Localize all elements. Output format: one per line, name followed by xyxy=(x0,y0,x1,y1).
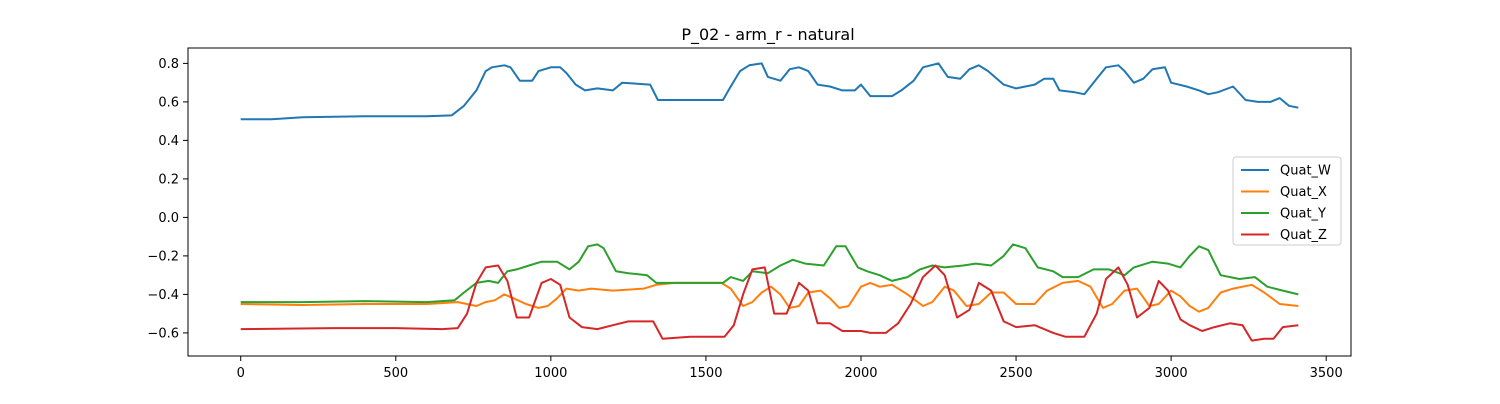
y-tick-label: −0.6 xyxy=(147,326,179,341)
axes-frame xyxy=(187,47,1352,357)
y-tick-label: 0.6 xyxy=(158,95,179,110)
y-tick-label: 0.4 xyxy=(158,134,179,149)
chart-title: P_02 - arm_r - natural xyxy=(681,25,854,45)
legend-label: Quat_Y xyxy=(1280,207,1326,222)
y-tick-label: 0.0 xyxy=(158,211,179,226)
plot-area xyxy=(240,62,1299,342)
x-tick-label: 1500 xyxy=(689,366,722,381)
series-line-quat-y xyxy=(240,243,1299,304)
x-tick-label: 1000 xyxy=(534,366,567,381)
series-line-quat-x xyxy=(240,279,1299,313)
x-tick-label: 0 xyxy=(237,366,245,381)
legend-label: Quat_X xyxy=(1280,185,1327,200)
y-tick-label: −0.4 xyxy=(147,288,179,303)
y-tick-label: 0.8 xyxy=(158,57,179,72)
x-tick-label: 2000 xyxy=(844,366,877,381)
legend: Quat_W Quat_X Quat_Y Quat_Z xyxy=(1232,156,1342,246)
y-tick-label: 0.2 xyxy=(158,172,179,187)
axes: 0 500 1000 1500 2000 2500 3000 3500 −0.6 −0.4 −0.2… xyxy=(147,47,1352,381)
x-tick-label: 3500 xyxy=(1310,366,1343,381)
x-tick-label: 2500 xyxy=(1000,366,1033,381)
legend-box xyxy=(1232,156,1342,246)
y-tick-label: −0.2 xyxy=(147,249,179,264)
legend-label: Quat_W xyxy=(1280,164,1331,179)
x-tick-label: 3000 xyxy=(1155,366,1188,381)
legend-label: Quat_Z xyxy=(1280,228,1327,243)
x-tick-label: 500 xyxy=(383,366,408,381)
series-line-quat-w xyxy=(240,62,1299,121)
series-line-quat-z xyxy=(240,264,1299,342)
